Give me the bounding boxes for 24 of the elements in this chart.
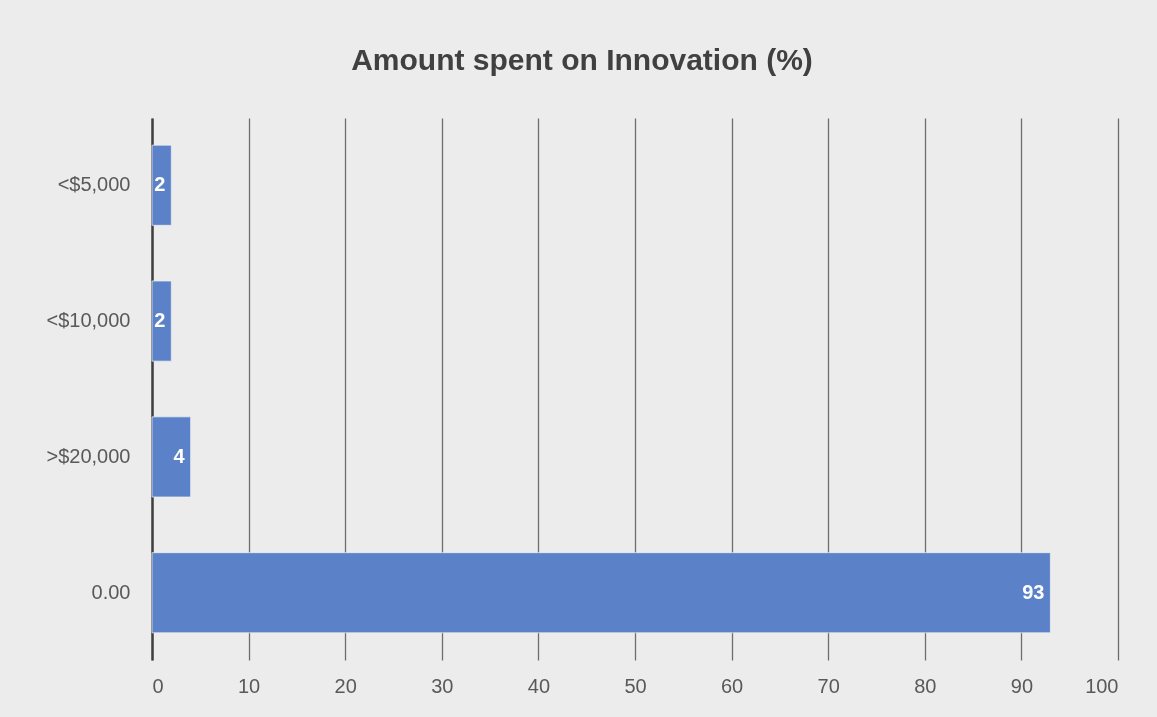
x-tick-label: 100 [1085,674,1119,697]
x-tick-label: 50 [624,674,647,697]
data-label: 4 [173,444,186,467]
y-tick-label: <$5,000 [57,173,131,196]
chart-title: Amount spent on Innovation (%) [351,43,813,76]
data-label: 93 [1022,580,1045,603]
x-tick-label: 30 [431,674,454,697]
x-tick-label: 40 [527,674,551,697]
y-tick-label: >$20,000 [46,444,131,467]
bar [151,144,172,226]
x-tick-label: 90 [1010,674,1034,697]
bar [151,552,1051,634]
x-tick-label: 60 [720,674,744,697]
data-label: 2 [154,309,166,332]
bar [151,416,192,498]
bar [151,280,172,362]
x-tick-label: 20 [334,674,357,697]
x-tick-label: 80 [914,674,937,697]
y-tick-label: 0.00 [91,580,131,603]
data-label: 2 [154,173,166,196]
x-tick-label: 70 [817,674,840,697]
y-tick-label: <$10,000 [46,309,131,332]
x-tick-label: 0 [152,674,164,697]
x-tick-label: 10 [237,674,261,697]
